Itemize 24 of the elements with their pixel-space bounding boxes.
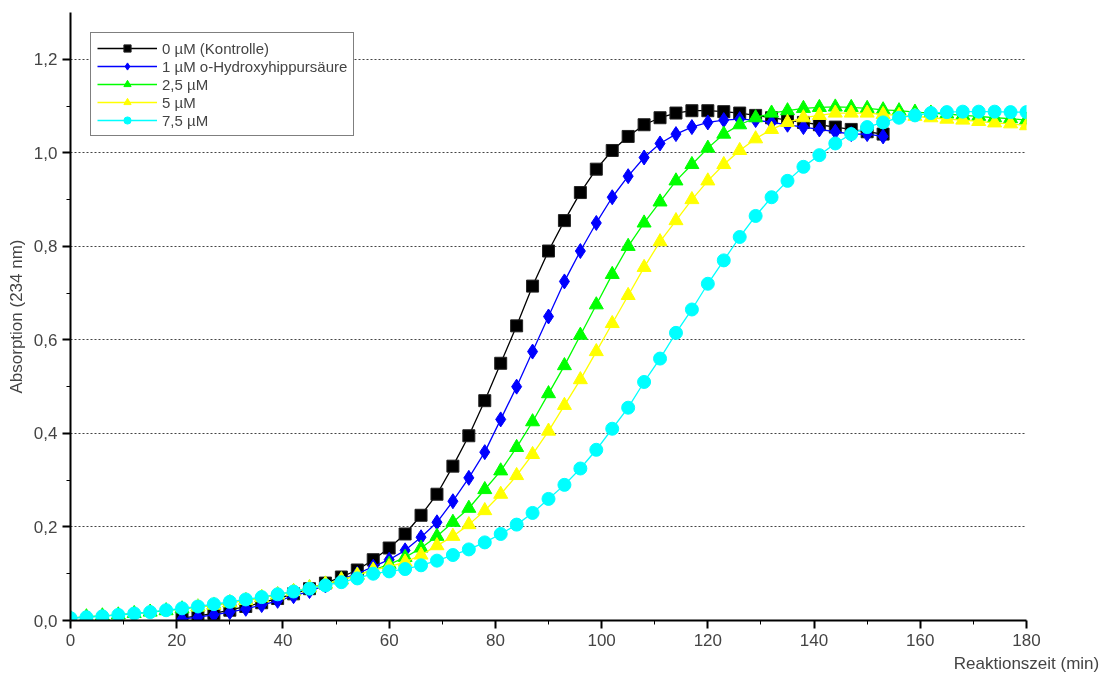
y-tick-label: 0,4 xyxy=(33,424,58,444)
y-tick-label: 0,8 xyxy=(33,237,58,257)
legend-label: 7,5 µM xyxy=(162,111,209,129)
x-tick-label: 80 xyxy=(485,630,505,650)
y-tick-label: 0,0 xyxy=(33,611,58,631)
legend-label: 2,5 µM xyxy=(162,75,209,93)
x-tick-label: 100 xyxy=(587,630,616,650)
legend-label: 1 µM o-Hydroxyhippursäure xyxy=(162,57,348,75)
x-tick-label: 20 xyxy=(167,630,187,650)
x-tick-label: 140 xyxy=(799,630,829,650)
x-tick-label: 60 xyxy=(379,630,399,650)
y-tick-label: 1,0 xyxy=(33,143,58,163)
x-tick-label: 40 xyxy=(273,630,293,650)
x-tick-label: 180 xyxy=(1012,630,1041,650)
x-axis-title: Reaktionszeit (min) xyxy=(953,653,1100,673)
legend-label: 5 µM xyxy=(162,93,196,111)
y-tick-label: 1,2 xyxy=(33,50,58,70)
y-axis-title: Absorption (234 nm) xyxy=(6,239,26,394)
x-tick-label: 160 xyxy=(906,630,935,650)
y-tick-label: 0,6 xyxy=(33,330,58,350)
x-tick-label: 0 xyxy=(65,630,76,650)
x-tick-label: 120 xyxy=(693,630,723,650)
y-tick-label: 0,2 xyxy=(33,517,58,537)
legend-label: 0 µM (Kontrolle) xyxy=(162,39,270,57)
